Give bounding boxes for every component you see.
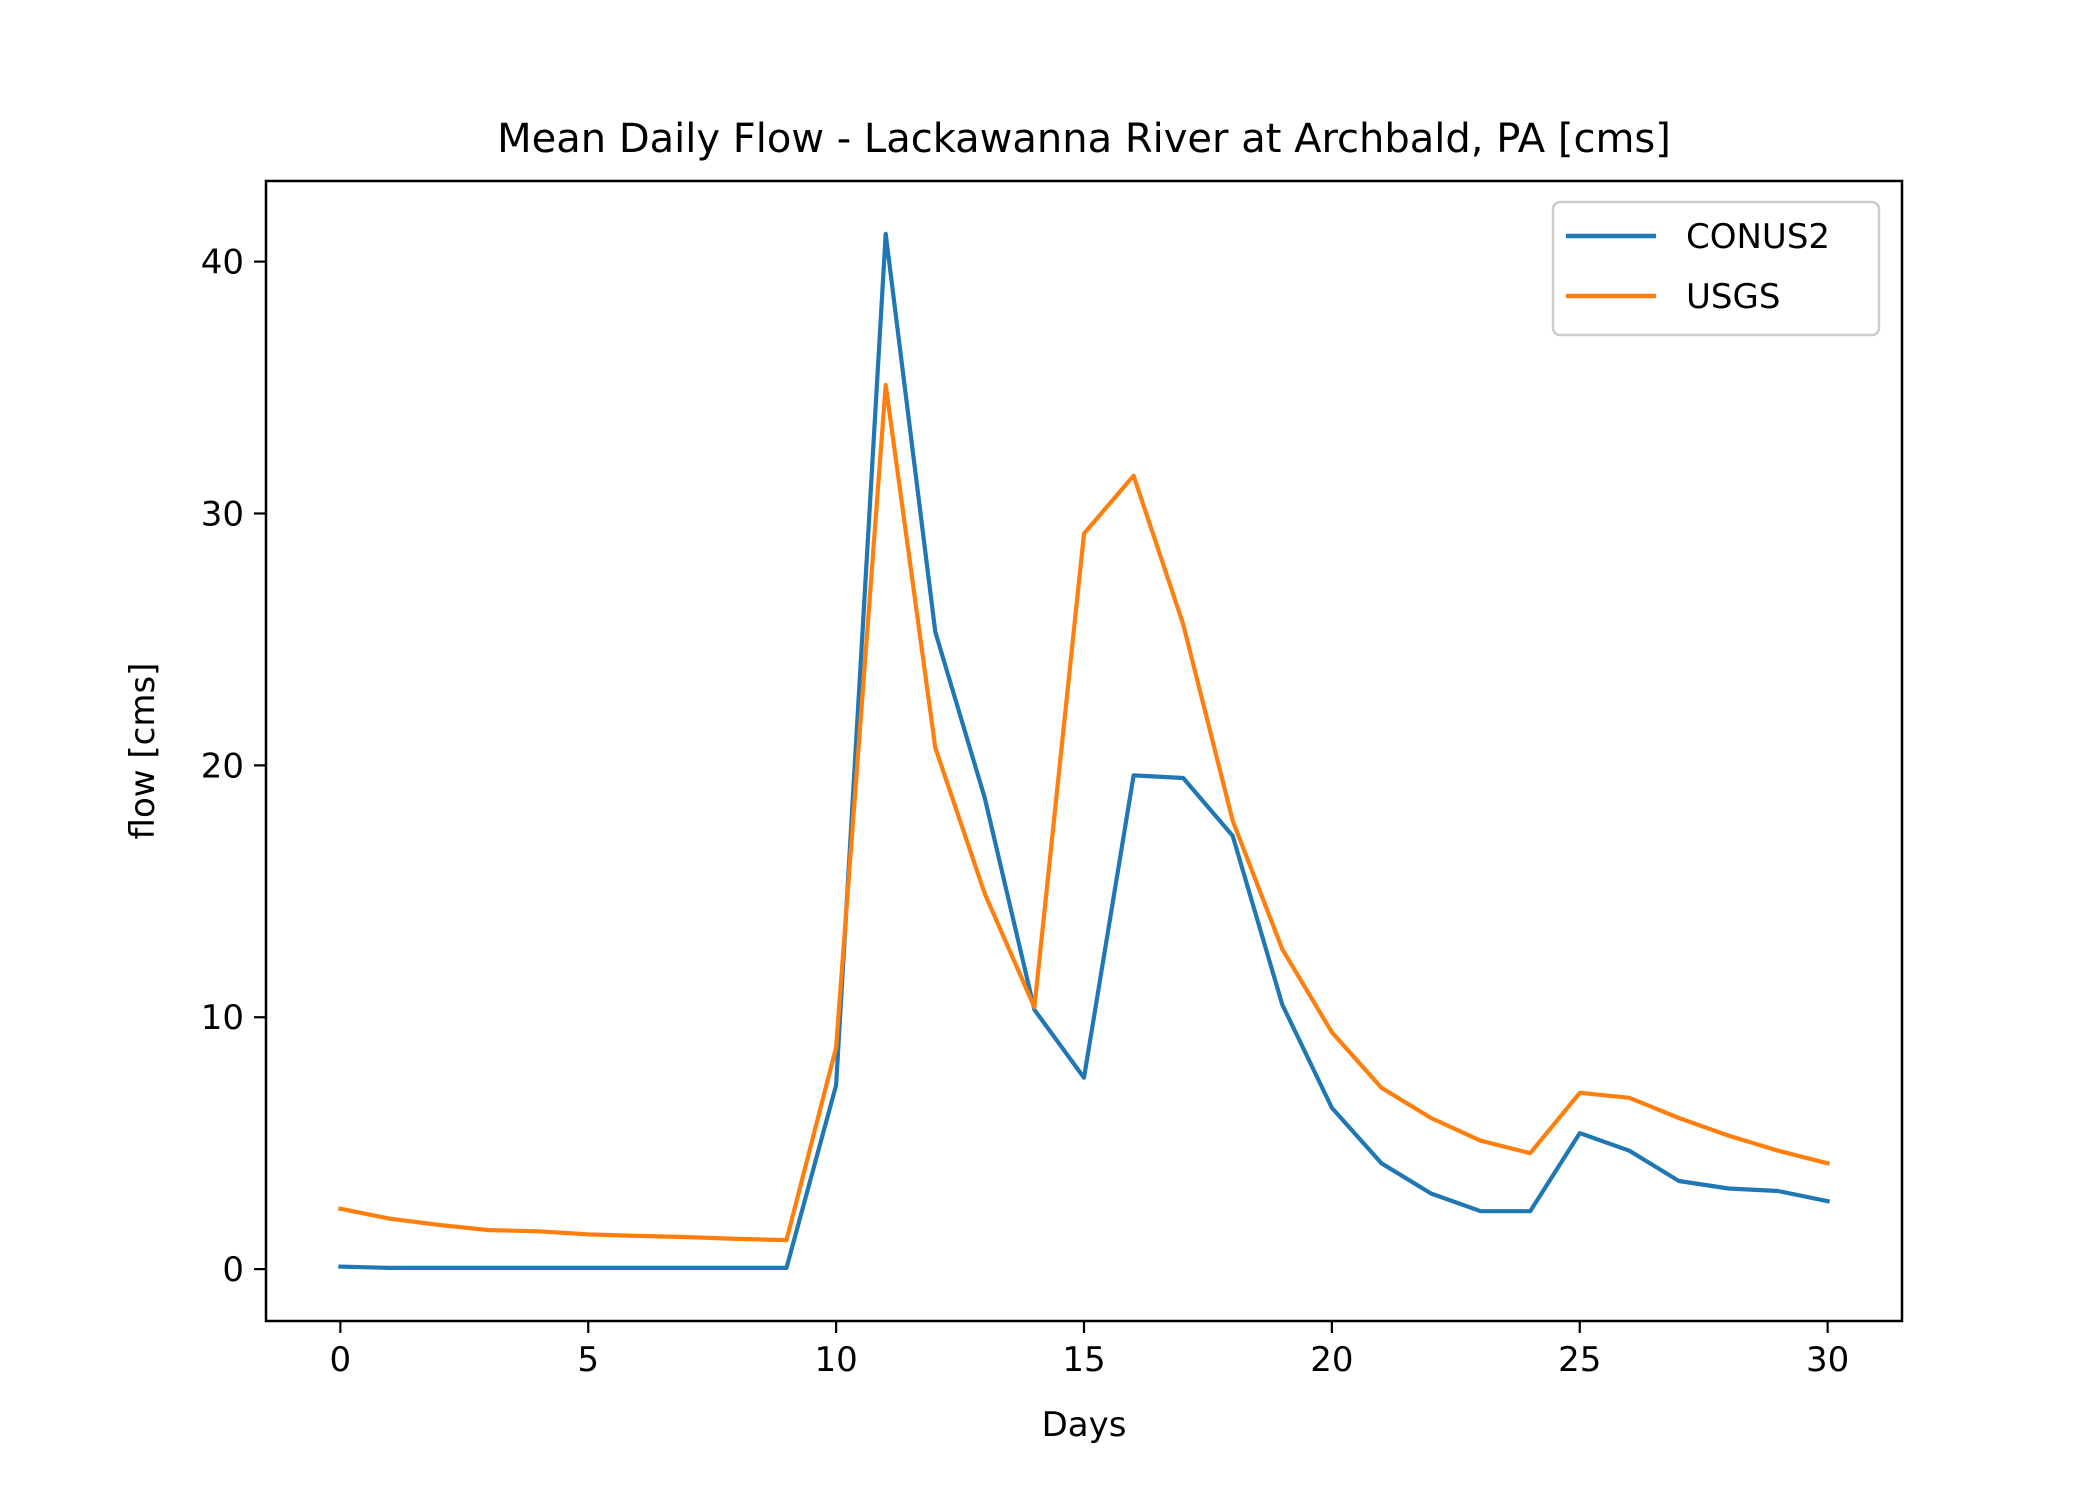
y-axis: 0 10 20 30 40	[201, 243, 266, 1290]
legend-label-conus2: CONUS2	[1686, 217, 1830, 257]
plot-lines	[337, 231, 1831, 1271]
x-axis: 0 5 10 15 20 25 30	[330, 1321, 1849, 1380]
y-axis-label: flow [cms]	[123, 663, 163, 840]
legend: CONUS2 USGS	[1551, 200, 1881, 337]
y-tick-label: 40	[201, 243, 244, 283]
x-tick-label: 15	[1062, 1340, 1105, 1380]
legend-label-usgs: USGS	[1686, 277, 1780, 317]
x-tick-label: 30	[1806, 1340, 1849, 1380]
chart-title: Mean Daily Flow - Lackawanna River at Ar…	[497, 116, 1671, 162]
y-tick-label: 10	[201, 998, 244, 1038]
y-tick-label: 20	[201, 746, 244, 786]
x-tick-label: 20	[1310, 1340, 1353, 1380]
x-tick-label: 5	[577, 1340, 599, 1380]
y-tick-label: 0	[222, 1250, 244, 1290]
x-tick-label: 10	[814, 1340, 857, 1380]
y-tick-label: 30	[201, 494, 244, 534]
series-line-conus2	[338, 231, 1831, 1271]
x-tick-label: 25	[1558, 1340, 1601, 1380]
series-line-usgs	[337, 382, 1831, 1243]
x-tick-label: 0	[330, 1340, 352, 1380]
x-axis-label: Days	[1042, 1405, 1127, 1445]
